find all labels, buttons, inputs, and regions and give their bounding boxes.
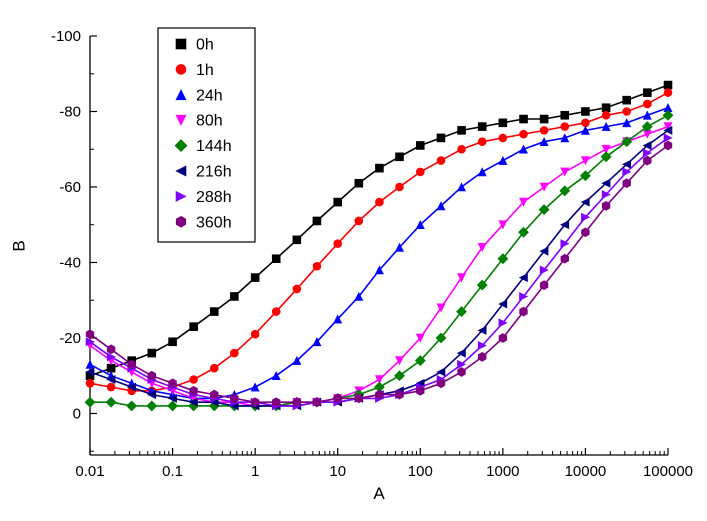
svg-text:0.01: 0.01: [75, 463, 104, 480]
x-axis-label: A: [373, 484, 385, 503]
svg-text:-20: -20: [59, 330, 81, 347]
svg-text:1000: 1000: [486, 463, 519, 480]
series-0h: [85, 80, 673, 381]
series-144h: [84, 109, 674, 412]
series-24h: [85, 103, 673, 403]
svg-text:1: 1: [251, 463, 259, 480]
svg-text:-80: -80: [59, 103, 81, 120]
svg-text:-60: -60: [59, 179, 81, 196]
legend-label-144h: 144h: [196, 138, 232, 155]
y-axis-label: B: [9, 240, 29, 252]
svg-text:10: 10: [329, 463, 346, 480]
legend: 0h 1h 24h 80h 144h 216h 288h 360h: [157, 27, 256, 243]
legend-label-0h: 0h: [196, 37, 214, 54]
y-axis-ticks: -100 -80 -60 -40 -20 0: [51, 28, 97, 452]
series-360h: [85, 140, 673, 408]
legend-label-288h: 288h: [196, 189, 232, 206]
svg-text:10000: 10000: [565, 463, 607, 480]
svg-text:100000: 100000: [643, 463, 693, 480]
svg-text:-100: -100: [51, 28, 81, 45]
legend-label-1h: 1h: [196, 62, 214, 79]
svg-text:100: 100: [408, 463, 433, 480]
legend-label-216h: 216h: [196, 164, 232, 181]
legend-label-360h: 360h: [196, 214, 232, 231]
x-axis-ticks: 0.01 0.1 1 10 100 1000 10000 100000: [75, 448, 693, 480]
svg-text:0.1: 0.1: [162, 463, 183, 480]
legend-label-24h: 24h: [196, 87, 223, 104]
svg-text:0: 0: [73, 405, 81, 422]
legend-label-80h: 80h: [196, 113, 223, 130]
svg-text:-40: -40: [59, 254, 81, 271]
